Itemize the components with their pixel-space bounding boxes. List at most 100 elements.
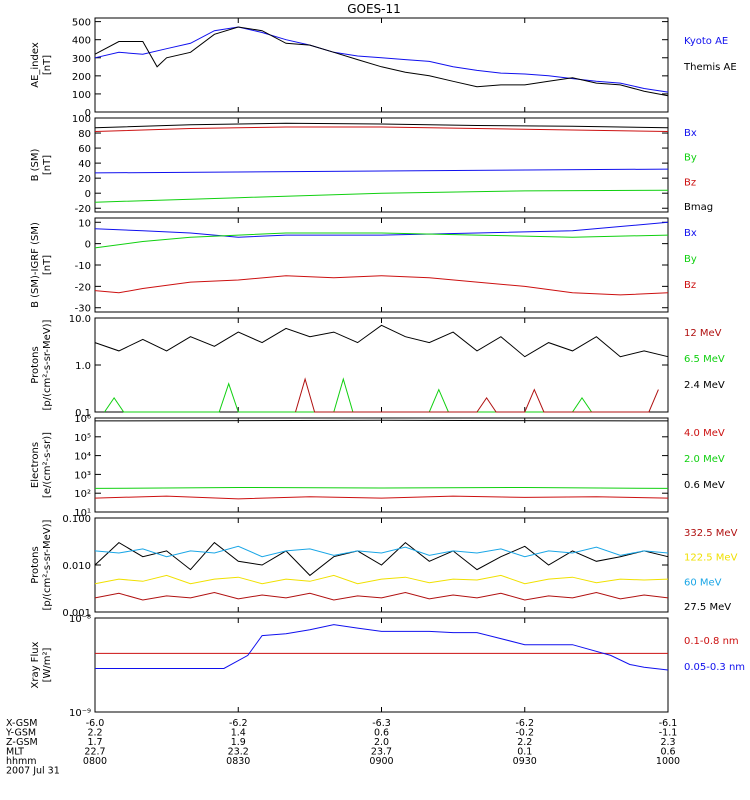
y-axis-label: [e/(cm²-s-sr)]: [42, 432, 53, 498]
x-tick-value: -6.3: [372, 718, 391, 729]
x-tick-value: 2.2: [87, 728, 102, 739]
y-tick-label: 0: [85, 240, 91, 251]
series-line-bx: [94, 221, 669, 238]
x-tick-value: 22.7: [84, 747, 105, 758]
x-tick-value: -1.1: [659, 728, 678, 739]
series-line-bx: [94, 168, 669, 174]
y-axis-label: [p/(cm²-s-sr-MeV)]: [42, 319, 53, 410]
series-line-themis-ae: [94, 26, 669, 97]
series-line-60-mev: [94, 545, 669, 558]
x-tick-value: 23.7: [371, 747, 392, 758]
legend-entry: 60 MeV: [684, 577, 722, 588]
series-line-0-6-mev: [94, 419, 669, 422]
y-tick-label: 0: [85, 108, 91, 119]
series-line-kyoto-ae: [94, 26, 669, 93]
series-line-bz: [94, 126, 669, 132]
legend-entry: 4.0 MeV: [684, 428, 725, 439]
x-tick-value: -6.0: [86, 718, 105, 729]
legend-entry: Bx: [684, 128, 697, 139]
panel-4: 0.1 1.0 10.0 Protons [p/(cm²-s-sr-MeV)] 12 Me…: [30, 314, 725, 419]
y-axis-label: [nT]: [42, 55, 53, 75]
y-axis-label: [nT]: [42, 155, 53, 175]
y-tick-label: 10.0: [69, 314, 91, 325]
y-axis-label: B (SM)-IGRF (SM): [30, 222, 41, 308]
x-tick-value: 1.9: [231, 737, 246, 748]
series-line-2-0-mev: [94, 486, 669, 489]
y-tick-label: 1.0: [75, 361, 91, 372]
y-axis-label: Electrons: [30, 442, 41, 488]
x-tick-value: 0800: [83, 756, 107, 767]
x-tick-value: -6.2: [229, 718, 248, 729]
x-row-label: X-GSM: [6, 718, 37, 729]
panel-2: -20 0 20 40 60 80 100 B (SM) [nT] Bx By Bz Bmag: [30, 114, 713, 215]
y-axis-label: Xray Flux: [30, 641, 41, 688]
y-tick-label: 0.1: [75, 408, 91, 419]
panel-3: -30 -20 -10 0 10 B (SM)-IGRF (SM) [nT] Bx By Bz: [30, 217, 697, 315]
legend-entry: 122.5 MeV: [684, 553, 738, 564]
y-tick-label: 10⁻⁹: [69, 708, 91, 719]
x-tick-value: 0.6: [374, 728, 389, 739]
y-tick-label: -20: [75, 282, 91, 293]
y-tick-label: 0: [85, 189, 91, 200]
series-line-0-05-0-3-nm: [95, 624, 669, 671]
panel-5: 10¹ 10² 10³ 10⁴ 10⁵ 10⁶ Electrons [e/(cm²-s-sr)…: [30, 414, 725, 519]
legend-entry: By: [684, 254, 697, 265]
series-line-2-4-mev: [94, 324, 669, 358]
series-line-by: [94, 232, 669, 249]
y-tick-label: 200: [72, 72, 91, 83]
series-line-6-5-mev: [104, 377, 593, 413]
legend-entry: 332.5 MeV: [684, 528, 738, 539]
y-tick-label: 10⁴: [74, 452, 91, 463]
y-tick-label: 10³: [74, 470, 91, 481]
x-tick-value: 0.1: [517, 747, 532, 758]
x-tick-value: 23.2: [228, 747, 249, 758]
panel-frame: [94, 617, 669, 713]
x-row-label: Z-GSM: [6, 737, 38, 748]
legend-entry: 12 MeV: [684, 328, 722, 339]
legend-entry: 27.5 MeV: [684, 602, 731, 613]
legend-entry: Bx: [684, 228, 697, 239]
series-line-bz: [94, 275, 669, 296]
series-line-122-5-mev: [94, 574, 669, 585]
legend-entry: Kyoto AE: [684, 36, 728, 47]
y-tick-label: 400: [72, 36, 91, 47]
y-axis-label: [W/m²]: [42, 647, 53, 682]
x-tick-value: -0.2: [515, 728, 534, 739]
panel-7: 10⁻⁹ 10⁻⁸ Xray Flux [W/m²] 0.1-0.8 nm 0.05-0.…: [30, 614, 745, 719]
panel-1: 0 100 200 300 400 500 AE_index [nT] Kyoto AE Them…: [30, 17, 737, 119]
x-tick-value: 2.3: [660, 737, 675, 748]
x-tick-value: 0900: [369, 756, 393, 767]
y-axis-label: [nT]: [42, 255, 53, 275]
x-tick-value: 0.6: [660, 747, 675, 758]
y-tick-label: 10⁵: [74, 433, 91, 444]
series-line-bmag: [94, 122, 669, 129]
series-line-332-5-mev: [94, 591, 669, 601]
legend-entry: 0.1-0.8 nm: [684, 636, 739, 647]
x-tick-value: -6.1: [659, 718, 678, 729]
x-row-label: Y-GSM: [5, 728, 36, 739]
y-tick-label: 0.010: [62, 561, 91, 572]
chart-title: GOES-11: [347, 2, 401, 16]
x-tick-value: 0930: [513, 756, 537, 767]
y-tick-label: 300: [72, 54, 91, 65]
y-tick-label: -20: [75, 204, 91, 215]
y-tick-label: 0.001: [62, 608, 91, 619]
x-row-label: hhmm: [6, 756, 37, 767]
x-tick-value: 0830: [226, 756, 250, 767]
legend-entry: 2.4 MeV: [684, 380, 725, 391]
y-tick-label: 10⁶: [74, 414, 91, 425]
y-tick-label: 0.100: [62, 514, 91, 525]
y-axis-label: Protons: [30, 346, 41, 383]
legend-entry: 2.0 MeV: [684, 454, 725, 465]
series-line-4-0-mev: [94, 495, 669, 500]
series-line-12-mev: [295, 377, 659, 413]
x-tick-value: 2.0: [374, 737, 389, 748]
legend-entry: 6.5 MeV: [684, 354, 725, 365]
y-tick-label: 100: [72, 114, 91, 125]
x-row-label: 2007 Jul 31: [6, 766, 60, 777]
y-axis-label: [p/(cm²-s-sr-MeV)]: [42, 519, 53, 610]
y-tick-label: 20: [78, 174, 91, 185]
x-row-label: MLT: [6, 747, 24, 758]
